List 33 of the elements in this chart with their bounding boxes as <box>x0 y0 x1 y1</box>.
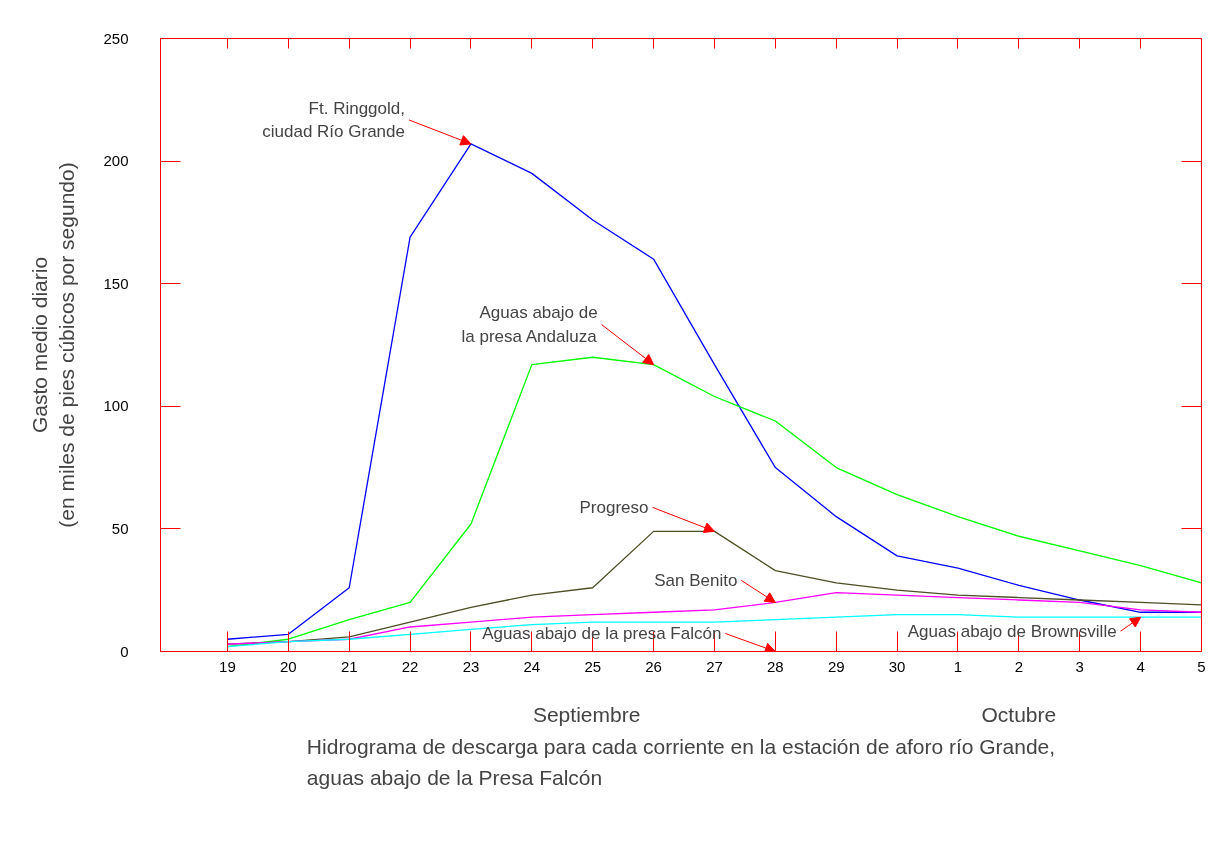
y-tick-label: 250 <box>103 29 129 47</box>
x-tick-label: 23 <box>462 657 480 675</box>
x-tick-label: 21 <box>340 657 358 675</box>
x-tick-label: 22 <box>401 657 419 675</box>
x-tick-label: 26 <box>645 657 662 675</box>
x-tick-label: 19 <box>219 657 236 675</box>
annotation: Aguas abajo de Brownsville <box>907 621 1117 641</box>
y-tick-label: 50 <box>111 519 129 537</box>
x-tick-label: 20 <box>280 657 297 675</box>
annotation: Aguas abajo de la presa Falcón <box>482 624 722 643</box>
y-tick-label: 200 <box>103 152 129 170</box>
annotation: San Benito <box>654 570 738 590</box>
annotation: Aguas abajo de la presa Andaluza <box>461 303 598 346</box>
x-tick-label: 2 <box>1014 657 1024 675</box>
x-tick-label: 27 <box>706 657 723 675</box>
x-tick-label: 25 <box>584 657 602 675</box>
x-tick-label: 1 <box>953 657 963 675</box>
text: Octubre <box>981 702 1057 726</box>
annotation: Progreso <box>579 497 649 517</box>
y-tick-label: 100 <box>103 397 129 415</box>
y-tick-label: 150 <box>103 274 129 292</box>
x-tick-label: 24 <box>523 657 541 675</box>
x-tick-label: 30 <box>888 657 906 675</box>
x-tick-label: 29 <box>827 657 845 675</box>
annotation: Ft. Ringgold, ciudad Río Grande <box>262 98 405 142</box>
text: Hidrograma de descarga para cada corriente en la estación de aforo río Grande, aguas abajo de la Presa Falcón <box>306 735 1056 790</box>
y-axis-title: Gasto medio diario (en miles de pies cúbicos por segundo) <box>27 162 79 528</box>
x-tick-label: 4 <box>1136 657 1145 675</box>
x-axis-title: Septiembre <box>532 702 641 726</box>
y-tick-label: 0 <box>120 642 129 660</box>
x-tick-label: 3 <box>1075 657 1084 675</box>
x-tick-label: 28 <box>767 657 784 675</box>
x-tick-label: 5 <box>1197 657 1206 675</box>
